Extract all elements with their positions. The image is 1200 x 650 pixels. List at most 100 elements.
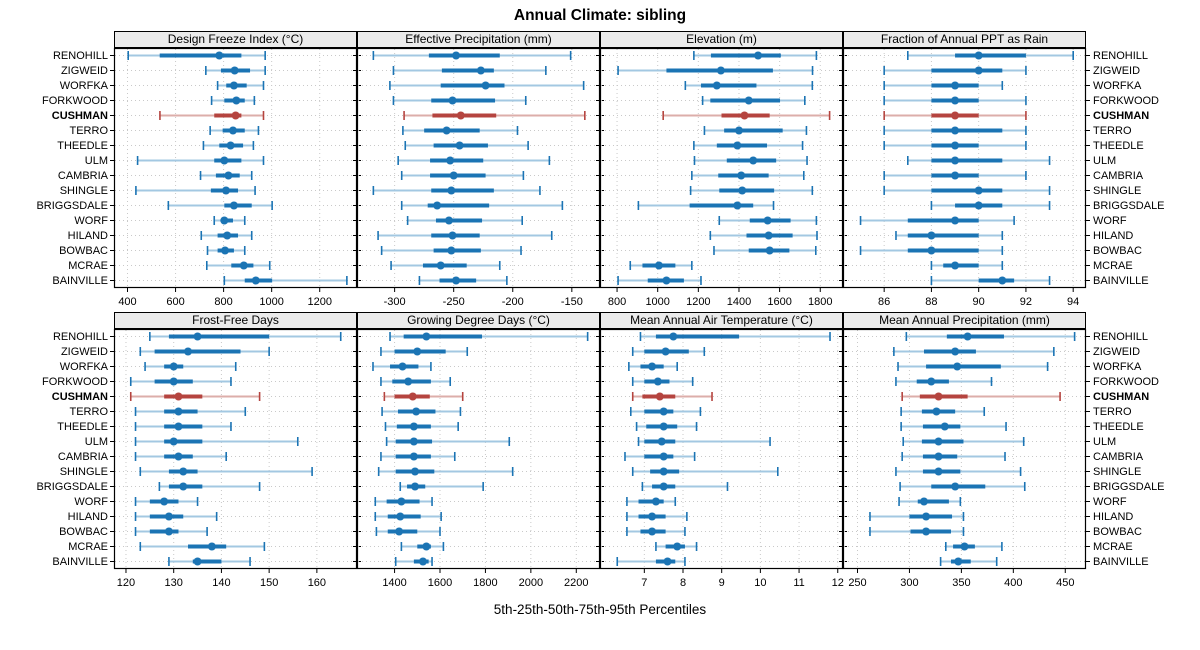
station-label: FORKWOOD bbox=[1093, 375, 1159, 388]
station-label: CAMBRIA bbox=[57, 169, 108, 182]
axis-tick-label: 800 bbox=[214, 296, 232, 308]
plot-elevation: 800 1000 1200 1400 1600 1800 bbox=[596, 47, 847, 308]
station-label: TERRO bbox=[1093, 124, 1132, 137]
station-label: BAINVILLE bbox=[1093, 555, 1149, 568]
station-label: THEEDLE bbox=[57, 139, 108, 152]
station-label: SHINGLE bbox=[59, 465, 108, 478]
station-label: ULM bbox=[1093, 435, 1117, 448]
axis-tick-label: 86 bbox=[878, 296, 890, 308]
station-labels-left-top: RENOHILL ZIGWEID WORFKA FORKWOOD CUSHMAN TERR… bbox=[0, 31, 114, 312]
station-label: THEEDLE bbox=[1093, 139, 1144, 152]
panel-row-bottom: RENOHILL ZIGWEID WORFKA FORKWOOD CUSHMAN TERR… bbox=[0, 312, 1200, 593]
station-label: BOWBAC bbox=[1093, 525, 1142, 538]
station-label: WORFKA bbox=[59, 360, 108, 373]
station-label: BRIGGSDALE bbox=[36, 199, 108, 212]
axis-tick-label: 94 bbox=[1067, 296, 1079, 308]
plot-fraction-ppt-rain: 86 88 90 92 94 bbox=[839, 47, 1090, 308]
station-label: BRIGGSDALE bbox=[36, 480, 108, 493]
axis-tick-label: 800 bbox=[608, 296, 626, 308]
station-label: WORFKA bbox=[59, 79, 108, 92]
plot-frost-free-days: 120 130 140 150 160 bbox=[110, 328, 361, 589]
axis-tick-label: 1200 bbox=[307, 296, 331, 308]
panel-header: Fraction of Annual PPT as Rain bbox=[843, 31, 1086, 48]
station-label: BAINVILLE bbox=[52, 274, 108, 287]
axis-tick-label: 92 bbox=[1020, 296, 1032, 308]
station-label: HILAND bbox=[67, 229, 108, 242]
station-label: RENOHILL bbox=[52, 49, 108, 62]
axis-tick-label: 140 bbox=[212, 577, 230, 589]
station-label: TERRO bbox=[69, 405, 109, 418]
axis-tick-label: -250 bbox=[443, 296, 465, 308]
station-label: MCRAE bbox=[1093, 259, 1133, 272]
axis-tick-label: 250 bbox=[848, 577, 866, 589]
axis-tick-label: 1600 bbox=[767, 296, 791, 308]
station-label: ZIGWEID bbox=[1093, 64, 1141, 77]
axis-tick-label: -300 bbox=[384, 296, 406, 308]
axis-tick-label: 10 bbox=[754, 577, 766, 589]
plot-mean-annual-precipitation: 250 300 350 400 450 bbox=[839, 328, 1090, 589]
axis-tick-label: 12 bbox=[832, 577, 844, 589]
axis-tick-label: 450 bbox=[1056, 577, 1074, 589]
plot-design-freeze-index: 400 600 800 1000 1200 bbox=[110, 47, 361, 308]
axis-tick-label: 9 bbox=[719, 577, 725, 589]
axis-tick-label: 1000 bbox=[645, 296, 669, 308]
axis-tick-label: 150 bbox=[260, 577, 278, 589]
station-label: BAINVILLE bbox=[1093, 274, 1149, 287]
station-label: TERRO bbox=[1093, 405, 1132, 418]
axis-tick-label: 2200 bbox=[564, 577, 588, 589]
plot-growing-degree-days: 1400 1600 1800 2000 2200 bbox=[353, 328, 604, 589]
axis-tick-label: 2000 bbox=[519, 577, 543, 589]
station-label: ULM bbox=[84, 435, 108, 448]
panel-effective-precipitation: Effective Precipitation (mm) -300 -250 -20… bbox=[353, 31, 604, 312]
station-label: CUSHMAN bbox=[51, 390, 108, 403]
station-label: CUSHMAN bbox=[51, 109, 108, 122]
plot-mean-annual-air-temperature: 7 8 9 10 11 12 bbox=[596, 328, 847, 589]
station-label: ZIGWEID bbox=[1093, 345, 1141, 358]
panel-frost-free-days: Frost-Free Days 120 130 140 150 160 bbox=[110, 312, 361, 593]
panel-fraction-ppt-rain: Fraction of Annual PPT as Rain 86 88 90 92 9… bbox=[839, 31, 1090, 312]
station-label: RENOHILL bbox=[52, 330, 108, 343]
station-label: FORKWOOD bbox=[42, 94, 108, 107]
station-label: FORKWOOD bbox=[1093, 94, 1159, 107]
station-label: HILAND bbox=[67, 510, 108, 523]
axis-tick-label: -200 bbox=[502, 296, 524, 308]
station-label: BRIGGSDALE bbox=[1093, 480, 1165, 493]
station-label: ZIGWEID bbox=[60, 345, 108, 358]
axis-tick-label: 400 bbox=[118, 296, 136, 308]
axis-tick-label: 1400 bbox=[382, 577, 406, 589]
axis-tick-label: 1800 bbox=[808, 296, 832, 308]
station-label: CAMBRIA bbox=[57, 450, 108, 463]
station-label: THEEDLE bbox=[57, 420, 108, 433]
station-label: BOWBAC bbox=[59, 525, 108, 538]
axis-tick-label: 1400 bbox=[727, 296, 751, 308]
station-label: BAINVILLE bbox=[52, 555, 108, 568]
station-label: SHINGLE bbox=[59, 184, 108, 197]
panel-design-freeze-index: Design Freeze Index (°C) 400 600 800 1000 12… bbox=[110, 31, 361, 312]
panel-header: Mean Annual Air Temperature (°C) bbox=[600, 312, 843, 329]
station-label: CAMBRIA bbox=[1093, 169, 1144, 182]
station-label: HILAND bbox=[1093, 510, 1134, 523]
axis-tick-label: 1000 bbox=[259, 296, 283, 308]
axis-tick-label: 600 bbox=[166, 296, 184, 308]
station-label: CUSHMAN bbox=[1093, 109, 1150, 122]
station-label: ZIGWEID bbox=[60, 64, 108, 77]
station-labels-right-bottom: RENOHILL ZIGWEID WORFKA FORKWOOD CUSHMAN TERR… bbox=[1086, 312, 1200, 593]
panel-mean-annual-precipitation: Mean Annual Precipitation (mm) 250 300 350… bbox=[839, 312, 1090, 593]
station-labels-left-bottom: RENOHILL ZIGWEID WORFKA FORKWOOD CUSHMAN TERR… bbox=[0, 312, 114, 593]
station-label: HILAND bbox=[1093, 229, 1134, 242]
panel-row-top: RENOHILL ZIGWEID WORFKA FORKWOOD CUSHMAN TERR… bbox=[0, 31, 1200, 312]
station-label: ULM bbox=[84, 154, 108, 167]
panel-header: Growing Degree Days (°C) bbox=[357, 312, 600, 329]
plot-effective-precipitation: -300 -250 -200 -150 bbox=[353, 47, 604, 308]
station-label: MCRAE bbox=[1093, 540, 1133, 553]
station-label: MCRAE bbox=[68, 540, 108, 553]
axis-tick-label: 88 bbox=[925, 296, 937, 308]
axis-tick-label: 1600 bbox=[428, 577, 452, 589]
station-label: WORF bbox=[74, 495, 108, 508]
axis-caption: 5th-25th-50th-75th-95th Percentiles bbox=[493, 602, 707, 617]
station-label: WORFKA bbox=[1093, 360, 1142, 373]
axis-tick-label: 7 bbox=[641, 577, 647, 589]
station-label: FORKWOOD bbox=[42, 375, 108, 388]
station-label: TERRO bbox=[69, 124, 109, 137]
